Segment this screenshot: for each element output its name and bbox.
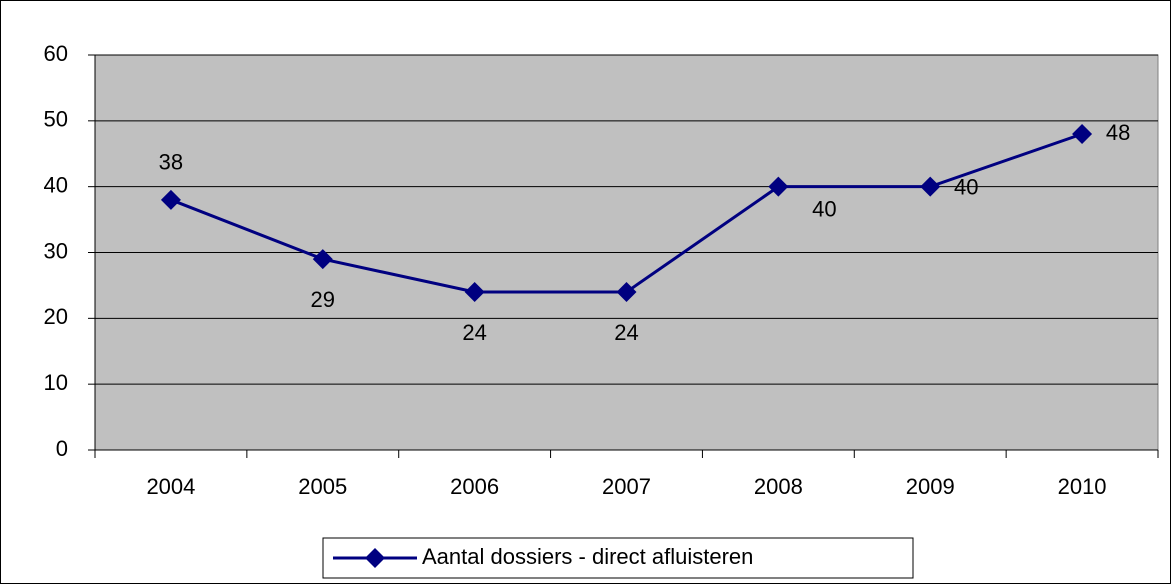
x-tick-label: 2004	[146, 474, 195, 499]
marker	[616, 282, 637, 302]
y-tick-label: 0	[56, 436, 68, 461]
data-label: 48	[1106, 120, 1130, 145]
legend-label: Aantal dossiers - direct afluisteren	[422, 544, 753, 569]
legend-box	[322, 537, 914, 579]
y-tick-label: 10	[44, 370, 68, 395]
data-label: 40	[954, 174, 978, 199]
marker	[160, 189, 181, 210]
marker	[312, 249, 333, 270]
marker	[768, 176, 789, 197]
x-tick-label: 2009	[906, 474, 955, 499]
x-tick-label: 2010	[1058, 474, 1107, 499]
data-label: 24	[614, 320, 638, 345]
y-tick-label: 60	[44, 41, 68, 66]
marker	[920, 176, 941, 197]
y-tick-label: 30	[44, 238, 68, 263]
y-tick-label: 50	[44, 107, 68, 132]
x-tick-label: 2007	[602, 474, 651, 499]
data-label: 38	[159, 150, 183, 175]
data-label: 40	[812, 196, 836, 221]
y-tick-label: 20	[44, 304, 68, 329]
data-label: 29	[311, 287, 335, 312]
legend-marker	[365, 548, 385, 568]
marker	[1072, 124, 1093, 144]
x-tick-label: 2008	[754, 474, 803, 499]
x-tick-label: 2005	[298, 474, 347, 499]
marker	[464, 282, 485, 302]
data-label: 24	[462, 320, 486, 345]
x-tick-label: 2006	[450, 474, 499, 499]
y-tick-label: 40	[44, 172, 68, 197]
